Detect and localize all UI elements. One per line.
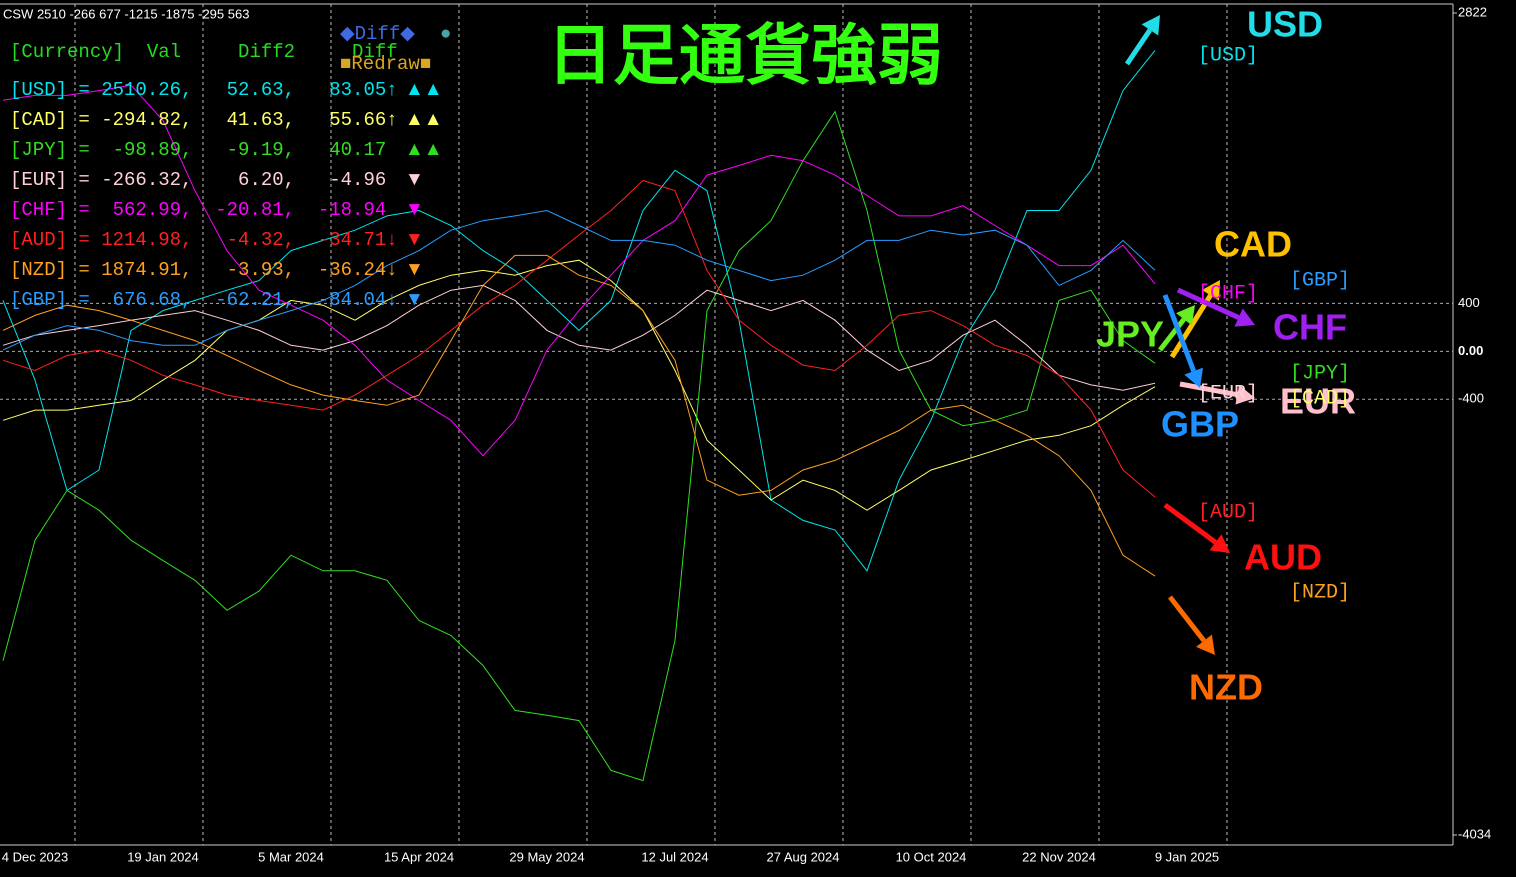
series-line bbox=[2, 259, 1156, 511]
arrow bbox=[1168, 595, 1206, 643]
x-tick-label: 12 Jul 2024 bbox=[641, 849, 708, 864]
arrow-head bbox=[1184, 367, 1204, 388]
series-label: CAD bbox=[1214, 224, 1292, 265]
series-line bbox=[2, 254, 1156, 577]
panel-row: [AUD] = 1214.98, -4.32, -34.71↓ bbox=[10, 229, 398, 251]
x-tick-label: 27 Aug 2024 bbox=[766, 849, 839, 864]
arrow bbox=[1162, 294, 1196, 373]
panel-row: [EUR] = -266.32, 6.20, -4.96 bbox=[10, 169, 386, 191]
series-label: NZD bbox=[1189, 667, 1263, 708]
bracket-label: [CAD] bbox=[1290, 387, 1350, 410]
series-line bbox=[2, 84, 1156, 457]
panel-signal: ▼ bbox=[405, 289, 424, 310]
y-tick-label: 2822 bbox=[1458, 4, 1487, 19]
panel-signal: ▼ bbox=[405, 229, 424, 250]
overlay: CSW 2510 -266 677 -1215 -1875 -295 563 日… bbox=[2, 4, 1492, 865]
panel-signal: ▼ bbox=[405, 169, 424, 190]
y-tick-label: 400 bbox=[1458, 295, 1480, 310]
bracket-label: [USD] bbox=[1198, 44, 1258, 67]
arrow bbox=[1163, 502, 1218, 545]
x-tick-label: 15 Apr 2024 bbox=[384, 849, 454, 864]
arrow-head bbox=[1176, 305, 1195, 326]
x-tick-label: 19 Jan 2024 bbox=[127, 849, 199, 864]
lines bbox=[2, 50, 1156, 782]
x-tick-label: 9 Jan 2025 bbox=[1155, 849, 1219, 864]
series-label: JPY bbox=[1096, 314, 1164, 355]
panel-signal: ▼ bbox=[405, 199, 424, 220]
arrow-head bbox=[1196, 634, 1215, 655]
panel-signal: ▲▲ bbox=[405, 139, 443, 160]
series-line bbox=[2, 110, 1156, 782]
panel-row: [NZD] = 1874.91, -3.93, -36.24↓ bbox=[10, 259, 398, 281]
x-tick-label: 5 Mar 2024 bbox=[258, 849, 324, 864]
x-tick-label: 10 Oct 2024 bbox=[896, 849, 967, 864]
series-line bbox=[2, 179, 1156, 498]
panel-signal: ▲▲ bbox=[405, 79, 443, 100]
y-tick-label: 0.00 bbox=[1458, 343, 1483, 358]
arrow-head bbox=[1235, 384, 1255, 405]
panel-row: [GBP] = 676.68, -62.21, -84.04↓ bbox=[10, 289, 398, 311]
legend-dot: ● bbox=[440, 23, 451, 44]
arrow bbox=[1124, 28, 1153, 66]
series-label: USD bbox=[1247, 4, 1323, 45]
arrow-head bbox=[1234, 308, 1255, 327]
panel-signal: ▲▲ bbox=[405, 109, 443, 130]
bracket-label: [CHF] bbox=[1198, 282, 1258, 305]
arrow bbox=[1176, 287, 1240, 320]
bracket-label: [JPY] bbox=[1290, 362, 1350, 385]
bracket-label: [NZD] bbox=[1290, 581, 1350, 604]
bracket-label: [EUR] bbox=[1198, 382, 1258, 405]
bracket-label: [GBP] bbox=[1290, 269, 1350, 292]
arrow-head bbox=[1141, 15, 1160, 36]
series-line bbox=[2, 284, 1156, 391]
series-label: CHF bbox=[1273, 307, 1347, 348]
panel-row: [CHF] = 562.99, -20.81, -18.94 bbox=[10, 199, 386, 221]
x-tick-label: 4 Dec 2023 bbox=[2, 849, 69, 864]
y-tick-label: -4034 bbox=[1458, 826, 1491, 841]
panel-row: [USD] = 2510.26, 52.63, 83.05↑ bbox=[10, 79, 398, 101]
x-tick-label: 22 Nov 2024 bbox=[1022, 849, 1096, 864]
series-label: AUD bbox=[1244, 537, 1322, 578]
panel-row: [JPY] = -98.89, -9.19, 40.17 bbox=[10, 139, 386, 161]
chart-title: 日足通貨強弱 bbox=[547, 17, 943, 94]
series-line bbox=[2, 209, 1156, 351]
arrow bbox=[1158, 317, 1186, 352]
series-label: EUR bbox=[1280, 381, 1356, 422]
legend-diff: ◆Diff◆ bbox=[340, 23, 415, 45]
panel-signal: ▼ bbox=[405, 259, 424, 280]
panel-header: [Currency] Val Diff2 Diff bbox=[10, 41, 398, 63]
arrow-head bbox=[1201, 280, 1220, 301]
series-label: GBP bbox=[1161, 404, 1239, 445]
bracket-label: [AUD] bbox=[1198, 501, 1258, 524]
y-tick-label: -400 bbox=[1458, 391, 1484, 406]
arrow bbox=[1179, 381, 1238, 398]
x-tick-label: 29 May 2024 bbox=[509, 849, 584, 864]
legend-redraw: ■Redraw■ bbox=[340, 53, 431, 75]
panel-row: [CAD] = -294.82, 41.63, 55.66↑ bbox=[10, 109, 398, 131]
arrow-head bbox=[1209, 534, 1230, 553]
series-line bbox=[2, 50, 1156, 572]
arrow bbox=[1169, 293, 1213, 359]
indicator-header: CSW 2510 -266 677 -1215 -1875 -295 563 bbox=[3, 6, 249, 21]
